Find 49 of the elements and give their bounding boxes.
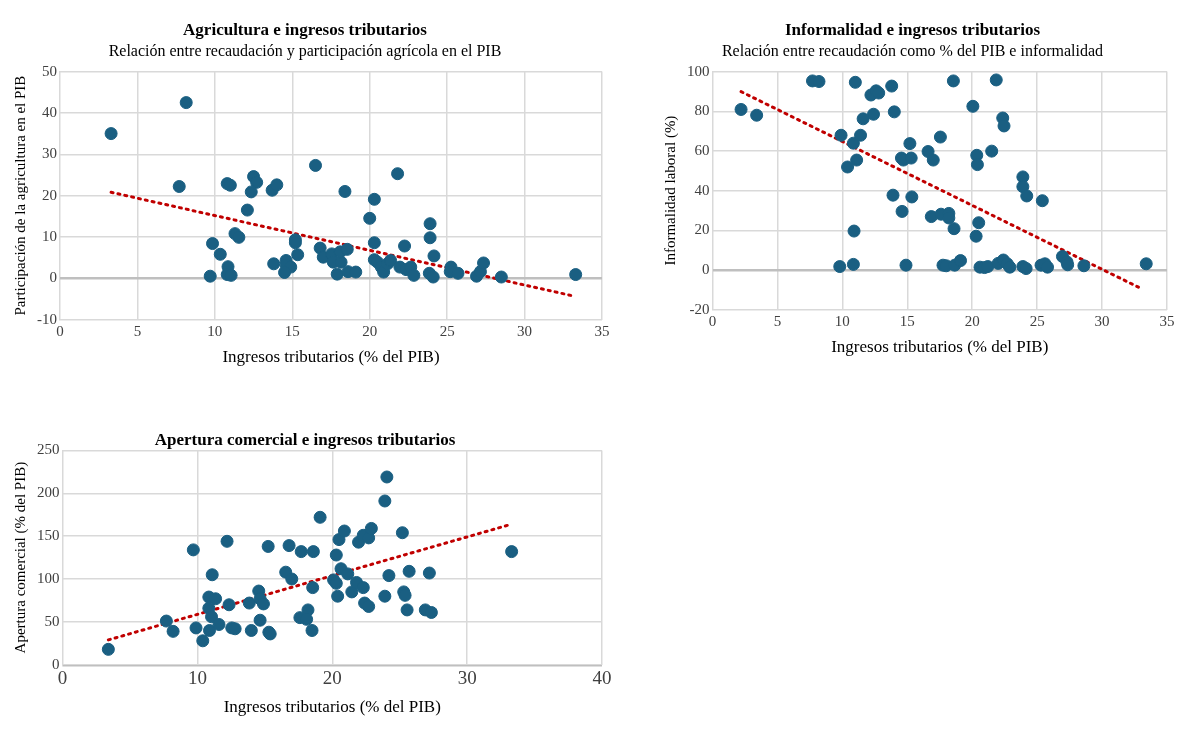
x-tick-label: 10	[834, 312, 850, 329]
y-tick-label: -10	[37, 310, 57, 327]
y-tick-label: 0	[52, 655, 60, 672]
chart-subtitle: Relación entre recaudación como % del PIB e informalidad	[721, 42, 1104, 60]
y-axis-title: Informalidad laboral (%)	[661, 115, 679, 266]
x-tick-label: 25	[439, 322, 455, 339]
x-tick-label: 15	[899, 312, 915, 329]
y-tick-label: 0	[49, 269, 57, 286]
x-axis-title: Ingresos tributarios (% del PIB)	[831, 337, 1049, 357]
y-tick-label: 250	[37, 441, 60, 458]
y-tick-label: -20	[689, 300, 710, 317]
y-tick-label: 150	[37, 527, 60, 544]
x-tick-label: 10	[207, 322, 223, 339]
x-tick-label: 25	[1029, 312, 1045, 329]
x-tick-label: 30	[1094, 312, 1110, 329]
x-axis-title: Ingresos tributarios (% del PIB)	[222, 347, 440, 367]
x-tick-label: 5	[773, 312, 782, 329]
y-tick-label: 60	[694, 141, 710, 158]
y-tick-label: 40	[694, 181, 710, 198]
y-axis-title: Participación de la agricultura en el PIB	[11, 75, 28, 316]
x-tick-label: 30	[457, 667, 477, 689]
x-tick-label: 15	[284, 322, 300, 339]
y-tick-label: 200	[37, 484, 60, 501]
x-tick-label: 20	[322, 667, 342, 689]
y-tick-label: 30	[42, 145, 57, 162]
x-tick-label: 10	[187, 667, 207, 689]
y-axis-title: Apertura comercial (% del PIB)	[11, 461, 29, 654]
chart-subtitle: Relación entre recaudación y participación agrícola en el PIB	[108, 42, 502, 61]
x-tick-label: 30	[517, 322, 533, 339]
y-tick-label: 100	[687, 62, 710, 79]
x-tick-label: 20	[362, 322, 378, 339]
y-tick-label: 40	[42, 103, 57, 120]
x-tick-label: 35	[1159, 312, 1175, 329]
y-tick-label: 100	[37, 569, 60, 586]
x-tick-label: 20	[964, 312, 980, 329]
y-tick-label: 0	[702, 260, 710, 277]
y-tick-label: 10	[42, 227, 57, 244]
y-tick-label: 80	[694, 102, 710, 119]
y-tick-label: 50	[42, 62, 57, 79]
y-tick-label: 50	[44, 612, 60, 629]
x-tick-label: 40	[592, 667, 612, 689]
chart-title: Apertura comercial e ingresos tributarios	[154, 429, 456, 449]
x-tick-label: 5	[133, 322, 142, 339]
chart-title: Informalidad e ingresos tributarios	[784, 19, 1041, 39]
y-tick-label: 20	[42, 186, 57, 203]
x-tick-label: 35	[594, 322, 610, 339]
x-axis-title: Ingresos tributarios (% del PIB)	[223, 697, 441, 717]
chart-title: Agricultura e ingresos tributarios	[183, 19, 428, 39]
y-tick-label: 20	[694, 221, 710, 238]
